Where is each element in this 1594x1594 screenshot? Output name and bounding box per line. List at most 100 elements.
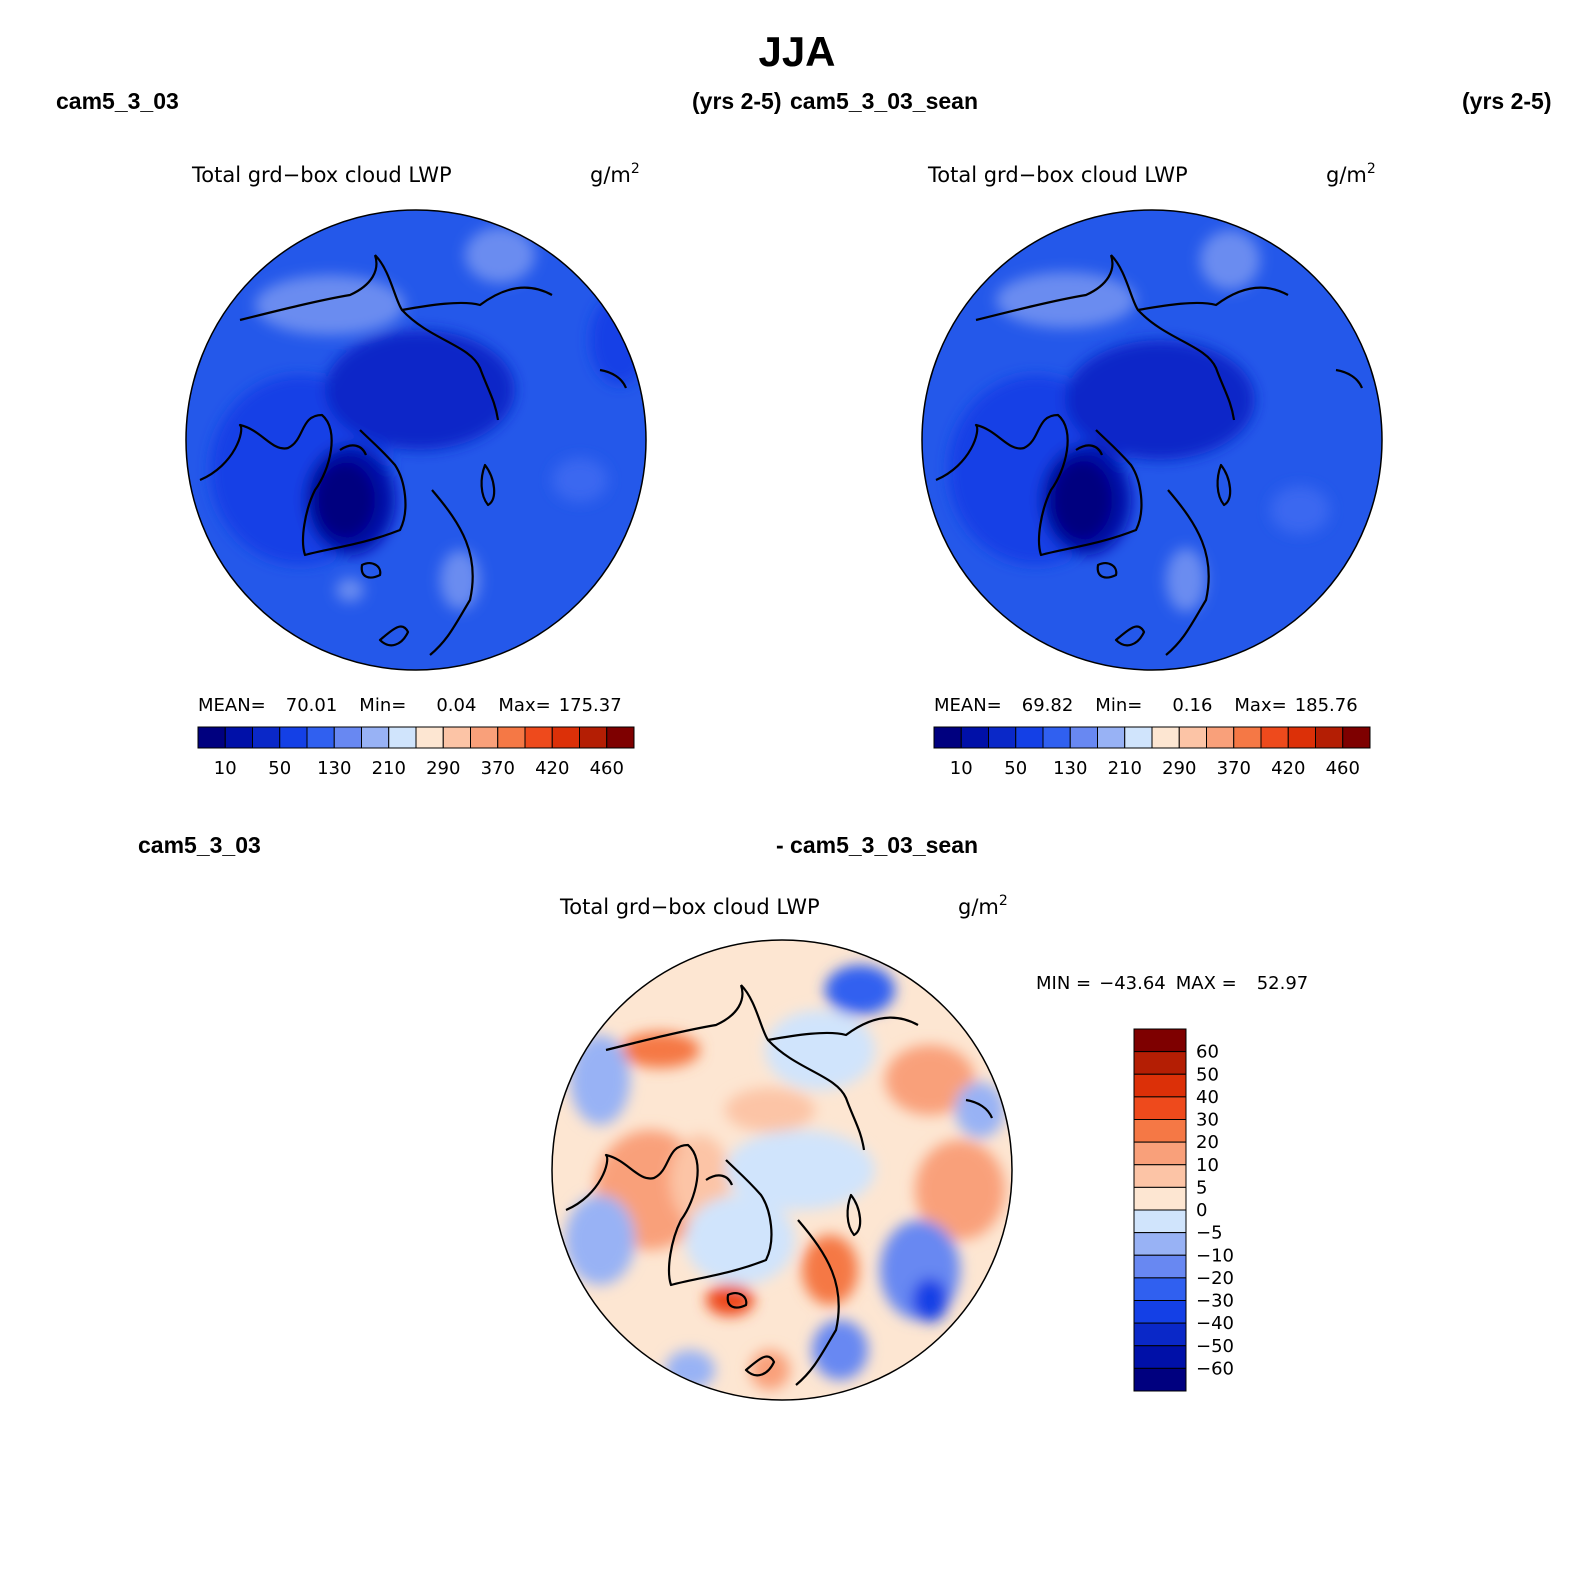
diff-colorbar-box — [1133, 1051, 1187, 1075]
diff-colorbar-tick-label: −60 — [1196, 1358, 1234, 1379]
panel1-colorbar-tick-label: 130 — [317, 758, 351, 779]
panel1-colorbar-box — [197, 726, 226, 749]
diff-colorbar-tick-label: 60 — [1196, 1042, 1219, 1063]
panel2-colorbar-tick-label: 50 — [1004, 758, 1027, 779]
panel2-colorbar-box — [960, 726, 989, 749]
panel1-colorbar-box — [551, 726, 580, 749]
panel2-colorbar-box — [988, 726, 1017, 749]
panel2-stats: MEAN= 69.82 Min= 0.16 Max= 185.76 — [934, 695, 1358, 716]
diff-colorbar-tick-label: 50 — [1196, 1064, 1219, 1085]
panel2-colorbar-box — [1124, 726, 1153, 749]
diff-colorbar-tick-label: −40 — [1196, 1313, 1234, 1334]
panel2-colorbar-box — [1206, 726, 1235, 749]
panel1-colorbar-box — [224, 726, 253, 749]
panel1-map-border — [185, 209, 647, 671]
panel1-colorbar-box — [306, 726, 335, 749]
panel2-colorbar-box — [1260, 726, 1289, 749]
panel1-colorbar-tick-label: 420 — [535, 758, 569, 779]
panel2-colorbar-box — [1015, 726, 1044, 749]
diff-colorbar-tick-label: 30 — [1196, 1110, 1219, 1131]
panel2-colorbar-box — [1178, 726, 1207, 749]
panel1-colorbar-box — [497, 726, 526, 749]
panel1-colorbar-box — [524, 726, 553, 749]
panel1-colorbar-box — [470, 726, 499, 749]
diff-colorbar-box — [1133, 1209, 1187, 1234]
panel1-colorbar-box — [333, 726, 362, 749]
diff-colorbar-tick-label: −10 — [1196, 1245, 1234, 1266]
panel2-colorbar-box — [1233, 726, 1262, 749]
diff-colorbar-box — [1133, 1141, 1187, 1166]
diff-map-border — [551, 939, 1013, 1401]
panel2-colorbar-tick-label: 210 — [1108, 758, 1142, 779]
diff-right-label: - cam5_3_03_sean — [776, 832, 979, 858]
panel2-colorbar-box — [1287, 726, 1316, 749]
panel1-map — [186, 210, 646, 670]
diff-colorbar-box — [1133, 1277, 1187, 1301]
panel1-coastlines — [199, 254, 628, 656]
panel1-colorbar-box — [361, 726, 390, 749]
panel2-units: g/m2 — [1326, 161, 1376, 187]
panel2-map-border — [921, 209, 1383, 671]
main-title: JJA — [758, 28, 836, 75]
panel2-colorbar: 10 50 130 210 290 370 420 460 — [933, 726, 1371, 779]
diff-colorbar-tick-label: 10 — [1196, 1155, 1219, 1176]
diff-colorbar-box — [1133, 1073, 1187, 1098]
diff-colorbar-tick-label: 0 — [1196, 1200, 1207, 1221]
diff-panel: Total grd−box cloud LWP g/m2 — [551, 893, 1308, 1401]
diff-minmax: MIN = −43.64 MAX = 52.97 — [1036, 973, 1308, 994]
panel2-colorbar-box — [1151, 726, 1180, 749]
panel1-case-label: cam5_3_03 — [56, 88, 179, 114]
diff-colorbar-box — [1133, 1164, 1187, 1188]
diff-units: g/m2 — [958, 893, 1008, 919]
panel1-colorbar-box — [252, 726, 281, 749]
panel2-colorbar-box — [933, 726, 962, 749]
panel1-colorbar-box — [279, 726, 308, 749]
panel1-colorbar-box — [579, 726, 608, 749]
panel1-colorbar-tick-label: 290 — [426, 758, 460, 779]
panel1-colorbar-box — [606, 726, 635, 749]
diff-colorbar-tick-label: −20 — [1196, 1268, 1234, 1289]
panel1-colorbar-box — [415, 726, 444, 749]
panel1-units: g/m2 — [590, 161, 640, 187]
panel2-colorbar-tick-label: 290 — [1162, 758, 1196, 779]
diff-colorbar-tick-label: −50 — [1196, 1336, 1234, 1357]
diff-colorbar-box — [1133, 1232, 1187, 1256]
panel1-colorbar: 10 50 130 210 290 370 420 460 — [197, 726, 635, 779]
diff-map — [552, 940, 1012, 1400]
diff-colorbar-box — [1133, 1367, 1187, 1392]
panel2-years-label: (yrs 2-5) — [1462, 88, 1552, 114]
panel1-colorbar-tick-label: 210 — [372, 758, 406, 779]
diff-colorbar-tick-label: 20 — [1196, 1132, 1219, 1153]
diff-colorbar-tick-label: 5 — [1196, 1177, 1207, 1198]
diff-colorbar-box — [1133, 1254, 1187, 1279]
diff-colorbar-box — [1133, 1119, 1187, 1143]
panel1-colorbar-box — [442, 726, 471, 749]
panel2-colorbar-box — [1342, 726, 1371, 749]
panel1-colorbar-box — [388, 726, 417, 749]
panel2-map — [922, 210, 1382, 670]
panel2-colorbar-tick-label: 130 — [1053, 758, 1087, 779]
panel2-colorbar-box — [1069, 726, 1098, 749]
panel2-field-title: Total grd−box cloud LWP — [927, 163, 1188, 187]
panel2-colorbar-tick-label: 420 — [1271, 758, 1305, 779]
diff-colorbar-box — [1133, 1300, 1187, 1324]
panel2-case-label: cam5_3_03_sean — [790, 88, 978, 114]
diff-colorbar-box — [1133, 1186, 1187, 1211]
panel1-colorbar-tick-label: 460 — [590, 758, 624, 779]
panel1-stats: MEAN= 70.01 Min= 0.04 Max= 175.37 — [198, 695, 622, 716]
diff-field-title: Total grd−box cloud LWP — [559, 895, 820, 919]
panel2-colorbar-tick-label: 370 — [1217, 758, 1251, 779]
panel2-colorbar-box — [1097, 726, 1126, 749]
panel1-colorbar-tick-label: 10 — [214, 758, 237, 779]
panel2-colorbar-box — [1042, 726, 1071, 749]
diff-colorbar-box — [1133, 1345, 1187, 1369]
panel2-coastlines — [935, 254, 1364, 656]
panel1-field-title: Total grd−box cloud LWP — [191, 163, 452, 187]
diff-colorbar-box — [1133, 1322, 1187, 1347]
diff-left-label: cam5_3_03 — [138, 832, 261, 858]
diff-colorbar-tick-label: 40 — [1196, 1087, 1219, 1108]
panel2-colorbar-tick-label: 460 — [1326, 758, 1360, 779]
diff-colorbar-box — [1133, 1096, 1187, 1120]
diff-coastlines — [565, 984, 994, 1386]
